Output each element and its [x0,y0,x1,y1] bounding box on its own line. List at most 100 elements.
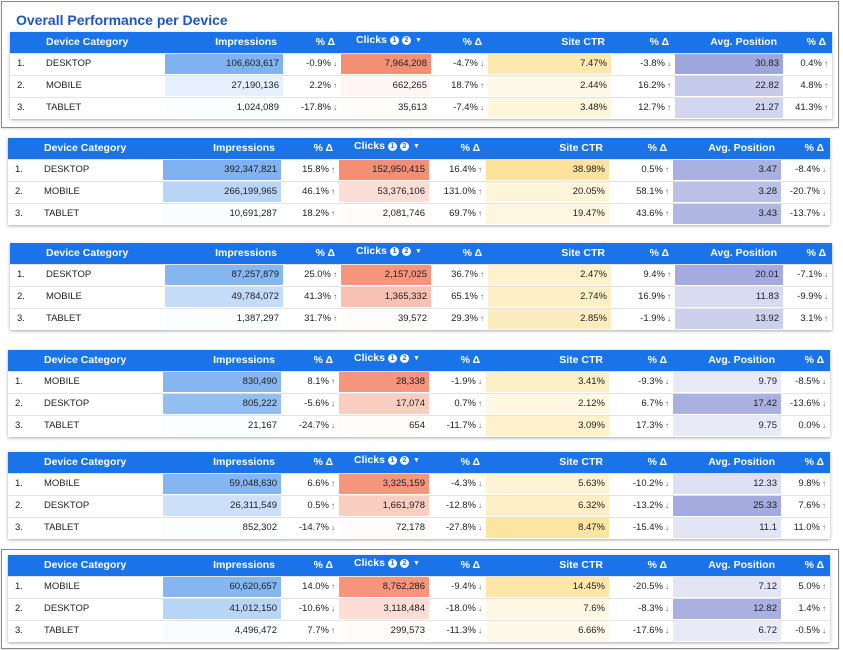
impressions-delta: -17.8% ↓ [300,102,337,113]
header-impressions[interactable]: Impressions [213,456,275,468]
header-impressions-delta[interactable]: % Δ [313,354,333,366]
header-clicks-delta[interactable]: % Δ [460,559,480,571]
header-impressions-delta[interactable]: % Δ [313,142,333,154]
site-ctr-value: 7.6% [486,599,609,619]
header-clicks-delta[interactable]: % Δ [462,247,482,259]
table-row[interactable]: 3. TABLET 21,167 -24.7% ↓ 654 -11.7% ↓ 3.09% 17.3… [8,415,830,437]
impressions-delta: 6.6% ↑ [307,478,335,489]
header-clicks[interactable]: Clicks 1 2 ▼ [356,245,422,257]
header-device-category[interactable]: Device Category [46,36,129,48]
header-device-category[interactable]: Device Category [44,559,127,571]
header-impressions[interactable]: Impressions [213,142,275,154]
sort-desc-icon[interactable]: ▼ [412,143,420,150]
header-clicks[interactable]: Clicks 1 2 ▼ [354,140,420,152]
arrow-down-icon: ↓ [478,523,482,532]
table-row[interactable]: 3. TABLET 10,691,287 18.2% ↑ 2,081,746 69.7% ↑ 1… [8,203,830,225]
header-impressions[interactable]: Impressions [215,247,277,259]
impressions-delta: 14.0% ↑ [302,581,335,592]
header-impressions[interactable]: Impressions [213,354,275,366]
impressions-value: 60,620,657 [163,577,281,597]
header-clicks-delta[interactable]: % Δ [460,456,480,468]
header-avg-position[interactable]: Avg. Position [708,559,775,571]
header-ctr-delta[interactable]: % Δ [647,354,667,366]
arrow-down-icon: ↓ [480,59,484,68]
clicks-delta: -4.7% ↓ [453,58,484,69]
arrow-down-icon: ↓ [822,209,826,218]
table-row[interactable]: 1. MOBILE 59,048,630 6.6% ↑ 3,325,159 -4.3% ↓ 5.… [8,473,830,495]
table-row[interactable]: 2. MOBILE 49,784,072 41.3% ↑ 1,365,332 65.1% ↑ 2… [10,286,832,308]
header-site-ctr[interactable]: Site CTR [561,36,605,48]
header-avg-position[interactable]: Avg. Position [708,354,775,366]
header-avg-position[interactable]: Avg. Position [708,142,775,154]
header-ctr-delta[interactable]: % Δ [649,36,669,48]
header-position-delta[interactable]: % Δ [804,142,824,154]
position-delta: -13.6% ↓ [789,398,826,409]
header-clicks[interactable]: Clicks 1 2 ▼ [354,454,420,466]
header-position-delta[interactable]: % Δ [806,36,826,48]
header-device-category[interactable]: Device Category [44,456,127,468]
impressions-delta: 31.7% ↑ [304,313,337,324]
header-site-ctr[interactable]: Site CTR [559,456,603,468]
table-row[interactable]: 3. TABLET 852,302 -14.7% ↓ 72,178 -27.8% ↓ 8.47%… [8,517,830,539]
arrow-down-icon: ↓ [331,421,335,430]
table-row[interactable]: 2. DESKTOP 805,222 -5.6% ↓ 17,074 0.7% ↑ 2.12% 6.… [8,393,830,415]
header-position-delta[interactable]: % Δ [804,559,824,571]
table-row[interactable]: 3. TABLET 4,496,472 7.7% ↑ 299,573 -11.3% ↓ 6.66… [8,620,830,642]
impressions-delta: -10.6% ↓ [298,603,335,614]
header-site-ctr[interactable]: Site CTR [559,354,603,366]
table-row[interactable]: 1. DESKTOP 392,347,821 15.8% ↑ 152,950,415 16.… [8,159,830,181]
header-clicks[interactable]: Clicks 1 2 ▼ [354,352,420,364]
header-clicks[interactable]: Clicks 1 2 ▼ [356,34,422,46]
table-row[interactable]: 1. DESKTOP 87,257,879 25.0% ↑ 2,157,025 36.7% ↑… [10,264,832,286]
table-row[interactable]: 1. DESKTOP 106,603,617 -0.9% ↓ 7,964,208 -4.7%… [10,53,832,75]
position-delta: -8.4% ↓ [795,164,826,175]
sort-desc-icon[interactable]: ▼ [412,355,420,362]
sort-desc-icon[interactable]: ▼ [414,37,422,44]
header-ctr-delta[interactable]: % Δ [647,142,667,154]
header-avg-position[interactable]: Avg. Position [710,247,777,259]
table-row[interactable]: 1. MOBILE 830,490 8.1% ↑ 28,338 -1.9% ↓ 3.41% -9.… [8,371,830,393]
sort-desc-icon[interactable]: ▼ [414,248,422,255]
header-device-category[interactable]: Device Category [44,142,127,154]
header-device-category[interactable]: Device Category [44,354,127,366]
header-clicks-delta[interactable]: % Δ [460,142,480,154]
header-clicks-delta[interactable]: % Δ [460,354,480,366]
table-row[interactable]: 2. DESKTOP 26,311,549 0.5% ↑ 1,661,978 -12.8% ↓… [8,495,830,517]
header-impressions[interactable]: Impressions [215,36,277,48]
header-device-category[interactable]: Device Category [46,247,129,259]
header-impressions[interactable]: Impressions [213,559,275,571]
header-impressions-delta[interactable]: % Δ [313,456,333,468]
header-avg-position[interactable]: Avg. Position [710,36,777,48]
arrow-up-icon: ↑ [333,270,337,279]
table-row[interactable]: 2. MOBILE 27,190,136 2.2% ↑ 662,265 18.7% ↑ 2.44… [10,75,832,97]
header-site-ctr[interactable]: Site CTR [561,247,605,259]
table-row[interactable]: 2. MOBILE 266,199,965 46.1% ↑ 53,376,106 131.0… [8,181,830,203]
ctr-delta: 9.4% ↑ [643,269,671,280]
position-delta: 9.8% ↑ [798,478,826,489]
header-impressions-delta[interactable]: % Δ [315,247,335,259]
header-ctr-delta[interactable]: % Δ [647,456,667,468]
table-row[interactable]: 2. DESKTOP 41,012,150 -10.6% ↓ 3,118,484 -18.0… [8,598,830,620]
header-site-ctr[interactable]: Site CTR [559,142,603,154]
header-avg-position[interactable]: Avg. Position [708,456,775,468]
arrow-up-icon: ↑ [822,479,826,488]
header-position-delta[interactable]: % Δ [804,354,824,366]
sort-desc-icon[interactable]: ▼ [412,560,420,567]
table-row[interactable]: 3. TABLET 1,387,297 31.7% ↑ 39,572 29.3% ↑ 2.85%… [10,308,832,330]
header-clicks-delta[interactable]: % Δ [462,36,482,48]
header-position-delta[interactable]: % Δ [804,456,824,468]
clicks-delta: -27.8% ↓ [445,522,482,533]
table-row[interactable]: 3. TABLET 1,024,089 -17.8% ↓ 35,613 -7.4% ↓ 3.48… [10,97,832,119]
ctr-delta: 17.3% ↑ [636,420,669,431]
header-impressions-delta[interactable]: % Δ [315,36,335,48]
header-ctr-delta[interactable]: % Δ [647,559,667,571]
header-clicks[interactable]: Clicks 1 2 ▼ [354,557,420,569]
sort-desc-icon[interactable]: ▼ [412,457,420,464]
arrow-up-icon: ↑ [667,292,671,301]
header-position-delta[interactable]: % Δ [806,247,826,259]
header-impressions-delta[interactable]: % Δ [313,559,333,571]
device-category: TABLET [46,102,82,113]
header-ctr-delta[interactable]: % Δ [649,247,669,259]
table-row[interactable]: 1. MOBILE 60,620,657 14.0% ↑ 8,762,286 -9.4% ↓ 1… [8,576,830,598]
header-site-ctr[interactable]: Site CTR [559,559,603,571]
